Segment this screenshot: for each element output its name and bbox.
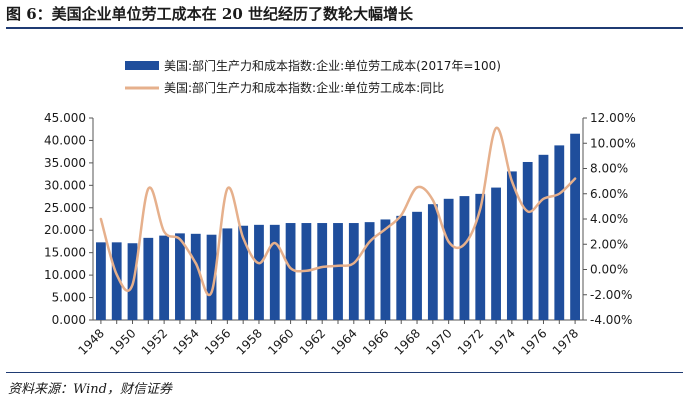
x-tick-label: 1958 <box>234 326 265 357</box>
bar <box>190 233 201 320</box>
x-tick-label: 1974 <box>486 326 517 357</box>
bar <box>443 198 454 320</box>
legend-label-bar: 美国:部门生产力和成本指数:企业:单位劳工成本(2017年=100) <box>164 58 501 73</box>
left-tick-label: 5.000 <box>52 291 86 305</box>
right-tick-label: 4.00% <box>590 212 628 226</box>
bar <box>427 204 438 320</box>
bar <box>285 223 296 320</box>
figure-title: 图 6：美国企业单位劳工成本在 20 世纪经历了数轮大幅增长 <box>6 5 413 23</box>
bar <box>222 228 233 320</box>
bar <box>522 161 533 320</box>
x-tick-label: 1962 <box>297 326 328 357</box>
right-tick-label: 0.00% <box>590 263 628 277</box>
bar <box>570 133 580 320</box>
left-tick-label: 25.000 <box>44 201 86 215</box>
left-tick-label: 35.000 <box>44 156 86 170</box>
bar <box>364 222 375 320</box>
x-tick-label: 1968 <box>392 326 423 357</box>
x-tick-label: 1966 <box>360 326 391 357</box>
right-tick-label: 8.00% <box>590 162 628 176</box>
bar <box>175 233 185 320</box>
bar <box>238 225 249 320</box>
right-tick-label: 12.00% <box>590 111 636 125</box>
bar <box>96 242 106 320</box>
legend-label-line: 美国:部门生产力和成本指数:企业:单位劳工成本:同比 <box>164 80 444 95</box>
right-tick-label: 6.00% <box>590 187 628 201</box>
x-tick-label: 1964 <box>328 326 359 357</box>
bar <box>475 193 486 320</box>
bar <box>206 234 217 320</box>
bar <box>317 223 328 320</box>
combo-chart: 美国:部门生产力和成本指数:企业:单位劳工成本(2017年=100) 美国:部门… <box>44 58 636 358</box>
legend: 美国:部门生产力和成本指数:企业:单位劳工成本(2017年=100) 美国:部门… <box>125 58 501 95</box>
yoy-line-series <box>99 126 577 297</box>
bar <box>143 237 154 320</box>
right-tick-label: 2.00% <box>590 237 628 251</box>
source-part-2: 财信证券 <box>120 382 173 397</box>
x-tick-label: 1956 <box>202 326 233 357</box>
x-tick-label: 1976 <box>518 326 549 357</box>
bar <box>348 223 359 320</box>
x-tick-label: 1952 <box>139 326 170 357</box>
bar <box>506 171 517 320</box>
right-tick-label: -4.00% <box>590 313 632 327</box>
left-tick-label: 45.000 <box>44 111 86 125</box>
bar <box>111 242 122 320</box>
bar <box>538 154 549 320</box>
left-tick-label: 15.000 <box>44 246 86 260</box>
legend-swatch-bar <box>125 61 159 70</box>
x-tick-label: 1960 <box>265 326 296 357</box>
bar <box>459 196 470 320</box>
right-tick-label: -2.00% <box>590 288 632 302</box>
bar <box>412 211 422 320</box>
left-tick-label: 40.000 <box>44 133 86 147</box>
x-tick-label: 1978 <box>550 326 581 357</box>
left-tick-label: 10.000 <box>44 268 86 282</box>
source-note: 资料来源：Wind，财信证券 <box>8 378 172 397</box>
left-tick-label: 20.000 <box>44 223 86 237</box>
x-tick-label: 1950 <box>107 326 138 357</box>
left-tick-label: 0.000 <box>52 313 86 327</box>
source-separator: ， <box>107 382 121 397</box>
x-tick-label: 1948 <box>76 326 107 357</box>
bar <box>333 223 343 320</box>
x-tick-label: 1972 <box>455 326 486 357</box>
top-rule <box>6 27 683 29</box>
bar <box>159 235 170 320</box>
bottom-rule <box>6 372 683 373</box>
right-tick-label: 10.00% <box>590 136 636 150</box>
bar <box>254 224 264 320</box>
source-part-1: 资料来源：Wind <box>8 382 107 397</box>
x-tick-label: 1954 <box>170 326 201 357</box>
left-tick-label: 30.000 <box>44 178 86 192</box>
bar <box>491 187 501 320</box>
bar <box>396 215 407 320</box>
bar <box>269 224 280 320</box>
bar <box>380 219 391 320</box>
bar <box>554 145 565 320</box>
x-tick-label: 1970 <box>423 326 454 357</box>
